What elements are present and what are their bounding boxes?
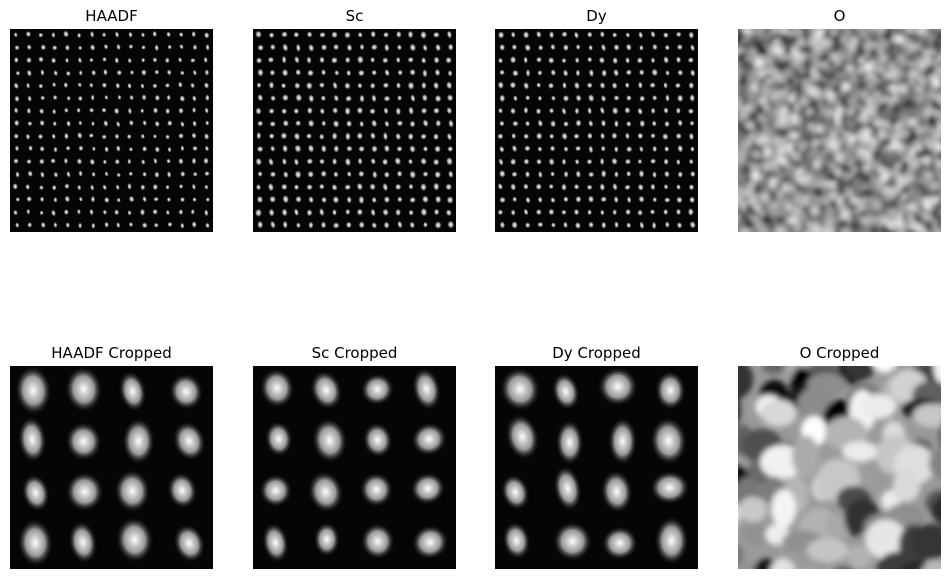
dy-cropped-image [495, 366, 698, 569]
panel-title-dy: Dy [586, 7, 607, 25]
haadf-cropped-image [10, 366, 213, 569]
dy-image [495, 29, 698, 232]
sc-cropped-image [253, 366, 456, 569]
panel-title-haadf-cropped: HAADF Cropped [51, 344, 172, 362]
o-cropped-image [738, 366, 941, 569]
panel-title-haadf: HAADF [85, 7, 138, 25]
panel-title-o-cropped: O Cropped [799, 344, 880, 362]
o-image [738, 29, 941, 232]
haadf-image [10, 29, 213, 232]
panel-title-o: O [833, 7, 846, 25]
sc-image [253, 29, 456, 232]
panel-title-sc: Sc [345, 7, 364, 25]
panel-title-sc-cropped: Sc Cropped [311, 344, 398, 362]
panel-title-dy-cropped: Dy Cropped [552, 344, 641, 362]
